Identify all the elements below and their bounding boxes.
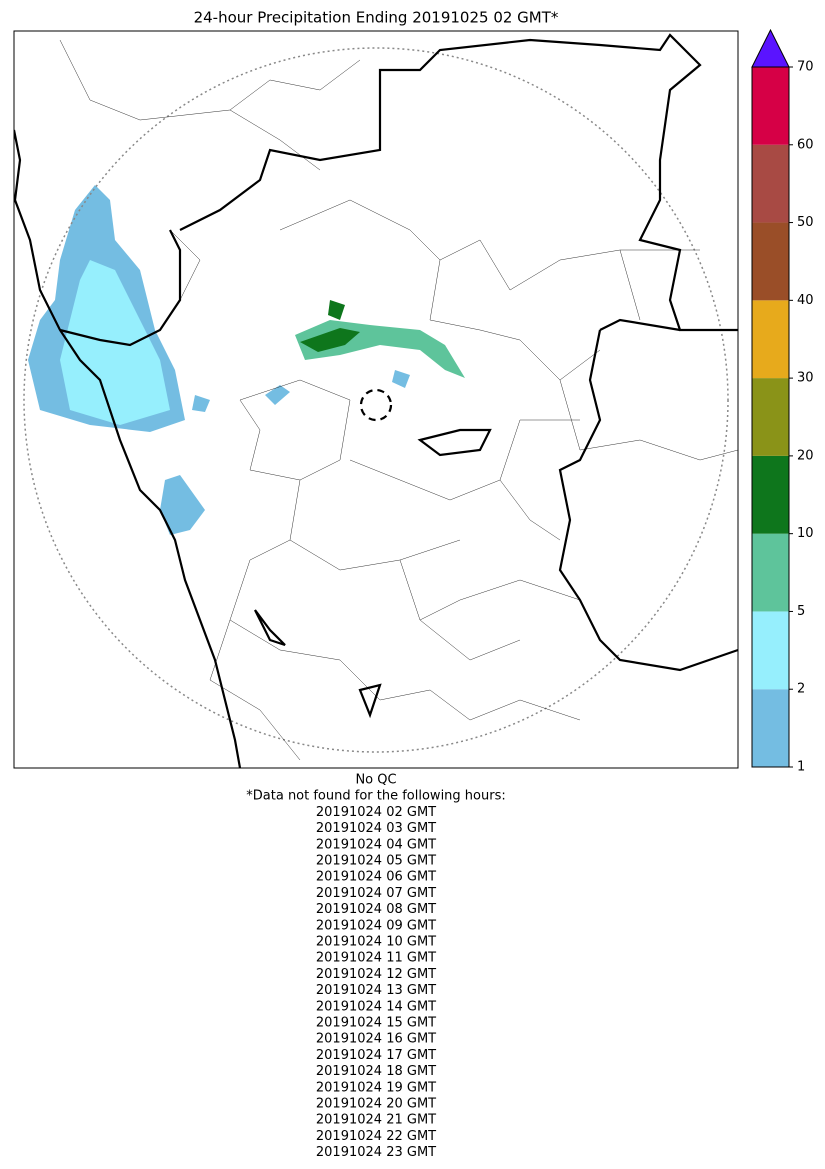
colorbar-tick-label: 2 — [797, 682, 805, 697]
map — [13, 30, 739, 769]
note-line: 20191024 14 GMT — [316, 999, 436, 1014]
note-line: 20191024 18 GMT — [316, 1064, 436, 1079]
note-line: 20191024 23 GMT — [316, 1145, 436, 1160]
colorbar-tick-label: 70 — [797, 60, 814, 75]
colorbar-extend — [751, 28, 790, 68]
note-line: 20191024 20 GMT — [316, 1097, 436, 1112]
colorbar-tick-label: 5 — [797, 604, 805, 619]
colorbar-segment — [752, 144, 789, 223]
colorbar-tick-label: 20 — [797, 448, 814, 463]
colorbar-segment — [752, 611, 789, 690]
note-line: 20191024 19 GMT — [316, 1080, 436, 1095]
colorbar: 1 2 5 10 20 30 40 50 60 70 — [751, 28, 814, 775]
colorbar-segment — [752, 378, 789, 456]
note-line: *Data not found for the following hours: — [246, 789, 505, 804]
note-line: 20191024 21 GMT — [316, 1113, 436, 1128]
map-title: 24-hour Precipitation Ending 20191025 02… — [194, 9, 559, 27]
note-line: 20191024 06 GMT — [316, 870, 436, 885]
note-line: 20191024 04 GMT — [316, 837, 436, 852]
note-line: 20191024 12 GMT — [316, 967, 436, 982]
note-line: 20191024 11 GMT — [316, 951, 436, 966]
note-line: 20191024 13 GMT — [316, 983, 436, 998]
note-line: 20191024 08 GMT — [316, 902, 436, 917]
colorbar-tick-label: 10 — [797, 526, 814, 541]
colorbar-segment — [752, 689, 789, 767]
colorbar-segment — [752, 222, 789, 301]
colorbar-segment — [752, 300, 789, 379]
note-line: 20191024 10 GMT — [316, 935, 436, 950]
colorbar-tick-label: 60 — [797, 137, 814, 152]
note-line: 20191024 07 GMT — [316, 886, 436, 901]
precipitation — [28, 185, 465, 535]
colorbar-segment — [752, 67, 789, 145]
district-borders — [59, 39, 738, 761]
note-line: 20191024 16 GMT — [316, 1032, 436, 1047]
note-line: 20191024 05 GMT — [316, 854, 436, 869]
notes: No QC*Data not found for the following h… — [246, 773, 505, 1161]
colorbar-tick-label: 1 — [797, 760, 805, 775]
colorbar-tick-label: 50 — [797, 215, 814, 230]
colorbar-segment — [752, 455, 789, 534]
note-line: 20191024 17 GMT — [316, 1048, 436, 1063]
note-line: 20191024 22 GMT — [316, 1129, 436, 1144]
note-line: 20191024 03 GMT — [316, 821, 436, 836]
colorbar-segment — [752, 533, 789, 612]
note-line: 20191024 15 GMT — [316, 1016, 436, 1031]
note-line: No QC — [355, 773, 396, 788]
colorbar-tick-label: 30 — [797, 371, 814, 386]
state-borders — [14, 33, 738, 768]
note-line: 20191024 09 GMT — [316, 918, 436, 933]
note-line: 20191024 02 GMT — [316, 805, 436, 820]
colorbar-tick-label: 40 — [797, 293, 814, 308]
colorbar-frame — [751, 66, 790, 768]
